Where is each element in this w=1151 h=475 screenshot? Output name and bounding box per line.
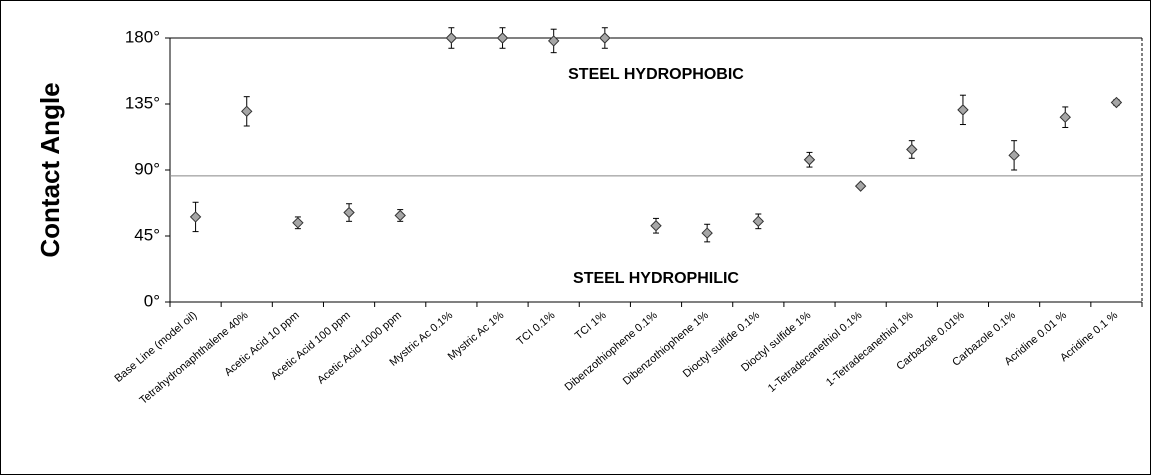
y-axis-title: Contact Angle [35,82,65,257]
y-tick-label: 180° [125,27,160,46]
data-point [701,227,713,239]
data-point [292,217,304,229]
y-tick-label: 90° [134,159,160,178]
data-point [496,32,509,44]
y-tick-label: 135° [125,93,160,112]
data-point [343,206,355,219]
data-point [394,209,406,222]
data-point [803,154,816,166]
data-point [241,105,253,118]
data-point [599,32,611,44]
annotation: STEEL HYDROPHILIC [573,270,739,287]
data-point [1059,111,1071,123]
data-point [1008,149,1020,162]
data-point [854,180,867,192]
data-point [1110,96,1123,109]
y-tick-label: 45° [134,225,160,244]
data-point [957,104,969,116]
y-tick-label: 0° [144,291,160,310]
annotation: STEEL HYDROPHOBIC [568,66,744,83]
data-point [752,215,765,228]
data-point [906,143,918,156]
data-point [650,220,662,232]
data-point [189,211,202,223]
data-point [445,32,458,44]
data-point [547,35,560,47]
